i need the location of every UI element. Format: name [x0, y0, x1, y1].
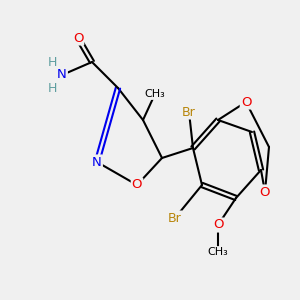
Text: O: O	[132, 178, 142, 191]
Text: Br: Br	[182, 106, 196, 118]
Text: O: O	[213, 218, 223, 232]
Text: CH₃: CH₃	[208, 247, 228, 257]
Text: Br: Br	[168, 212, 182, 224]
Text: N: N	[92, 155, 102, 169]
Text: O: O	[241, 95, 251, 109]
Text: O: O	[73, 32, 83, 44]
Text: H: H	[47, 82, 57, 94]
Text: H: H	[47, 56, 57, 68]
Text: N: N	[57, 68, 67, 82]
Text: CH₃: CH₃	[145, 89, 165, 99]
Text: O: O	[260, 185, 270, 199]
